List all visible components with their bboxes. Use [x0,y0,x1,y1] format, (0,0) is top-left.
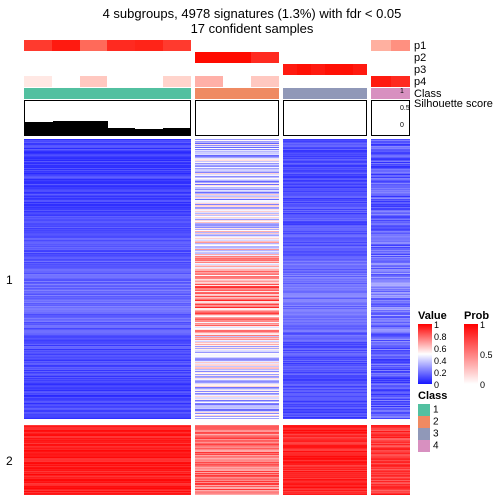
annotation-p4 [371,76,410,87]
legend-class-item: 1 [418,404,500,416]
annotation-Class [283,88,367,99]
annotation-Class [24,88,191,99]
annotation-p3 [195,64,279,75]
heatmap-cluster-2 [371,425,410,495]
silhouette-label: Silhouette score [414,98,493,110]
annotation-p4 [283,76,367,87]
heatmap-cluster-1 [195,139,279,419]
annotation-p2 [195,52,279,63]
annotation-p4 [195,76,279,87]
column-group-1 [24,40,191,495]
annotation-p2 [283,52,367,63]
annotation-p1 [283,40,367,51]
row-cluster-label-2: 2 [6,454,13,468]
row-cluster-label-1: 1 [6,273,13,287]
annotation-p1 [371,40,410,51]
annotation-labels: p1p2p3p4Class [414,40,442,100]
annotation-p3 [24,64,191,75]
heatmap-cluster-2 [195,425,279,495]
legend-class-item: 2 [418,416,500,428]
annotation-Class [371,88,410,99]
heatmap-cluster-1 [24,139,191,419]
annotation-p3 [371,64,410,75]
annotation-p3 [283,64,367,75]
silhouette-bars [24,100,191,136]
chart-title: 4 subgroups, 4978 signatures (1.3%) with… [0,0,504,21]
legend-class-item: 3 [418,428,500,440]
annotation-label-p2: p2 [414,52,442,64]
column-group-3 [283,40,367,495]
heatmap-cluster-1 [283,139,367,419]
heatmap-figure [24,40,410,495]
legend-class-title: Class [418,390,500,402]
annotation-label-p4: p4 [414,76,442,88]
legend-panel: Value10.80.60.40.20Prob10.50Class1234 [418,310,500,452]
annotation-p1 [24,40,191,51]
legend-class-item: 4 [418,440,500,452]
column-group-2 [195,40,279,495]
heatmap-cluster-2 [24,425,191,495]
annotation-p1 [195,40,279,51]
annotation-label-p3: p3 [414,64,442,76]
heatmap-cluster-1 [371,139,410,419]
annotation-p2 [24,52,191,63]
annotation-label-p1: p1 [414,40,442,52]
heatmap-cluster-2 [283,425,367,495]
annotation-p2 [371,52,410,63]
annotation-Class [195,88,279,99]
chart-subtitle: 17 confident samples [0,21,504,40]
silhouette-bars [195,100,279,136]
silhouette-bars [283,100,367,136]
annotation-p4 [24,76,191,87]
